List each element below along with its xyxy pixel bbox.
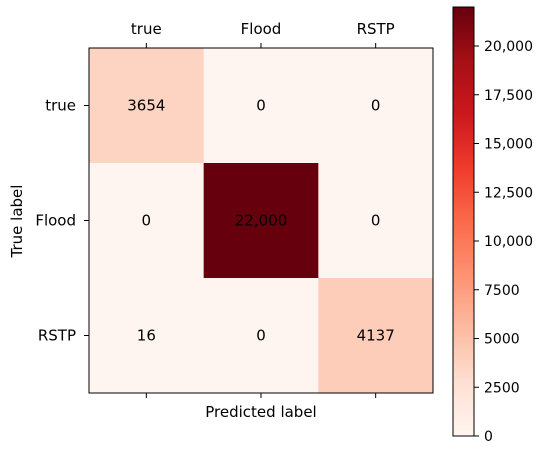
heatmap-cell: [318, 278, 434, 394]
cell-value-label: 0: [371, 97, 381, 115]
x-axis-ticks: true Flood RSTP: [131, 20, 395, 398]
heatmap-cells: [89, 48, 434, 394]
colorbar-tick-label: 0: [484, 429, 493, 445]
colorbar-tick-label: 17,500: [484, 88, 533, 104]
cell-value-label: 4137: [357, 327, 395, 345]
heatmap-cell: [89, 48, 205, 164]
x-tick-label: true: [131, 20, 162, 38]
cell-value-label: 0: [142, 212, 152, 230]
heatmap-cell: [203, 163, 319, 279]
x-tick-label: Flood: [241, 20, 282, 38]
colorbar-ticks: 0 2500 5000 7500 10,000 12,500 15,000 17,500 20,…: [474, 39, 533, 445]
y-tick-label: Flood: [35, 212, 76, 230]
colorbar-tick-label: 15,000: [484, 137, 533, 153]
heatmap-cell: [318, 48, 434, 164]
heatmap-cell: [203, 48, 319, 164]
x-tick-label: RSTP: [357, 20, 395, 38]
y-tick-label: RSTP: [38, 327, 76, 345]
heatmap-cell-labels: 3654 0 0 0 22,000 0 16 0 4137: [127, 97, 395, 345]
colorbar-tick-label: 5000: [484, 332, 520, 348]
heatmap-cell: [203, 278, 319, 394]
colorbar-tick-label: 12,500: [484, 185, 533, 201]
heatmap-cell: [89, 163, 205, 279]
colorbar: [452, 6, 475, 437]
cell-value-label: 0: [256, 97, 266, 115]
x-axis-label: Predicted label: [205, 403, 316, 421]
y-axis-label: True label: [8, 185, 26, 259]
colorbar-tick-label: 2500: [484, 380, 520, 396]
y-tick-label: true: [45, 97, 76, 115]
colorbar-tick-label: 7500: [484, 283, 520, 299]
heatmap-cell: [318, 163, 434, 279]
cell-value-label: 22,000: [235, 212, 288, 230]
cell-value-label: 0: [256, 327, 266, 345]
cell-value-label: 16: [137, 327, 156, 345]
colorbar-tick-label: 20,000: [484, 39, 533, 55]
cell-value-label: 3654: [127, 97, 165, 115]
cell-value-label: 0: [371, 212, 381, 230]
heatmap-cell: [89, 278, 205, 394]
y-axis-ticks: true Flood RSTP: [35, 97, 89, 345]
colorbar-tick-label: 10,000: [484, 234, 533, 250]
